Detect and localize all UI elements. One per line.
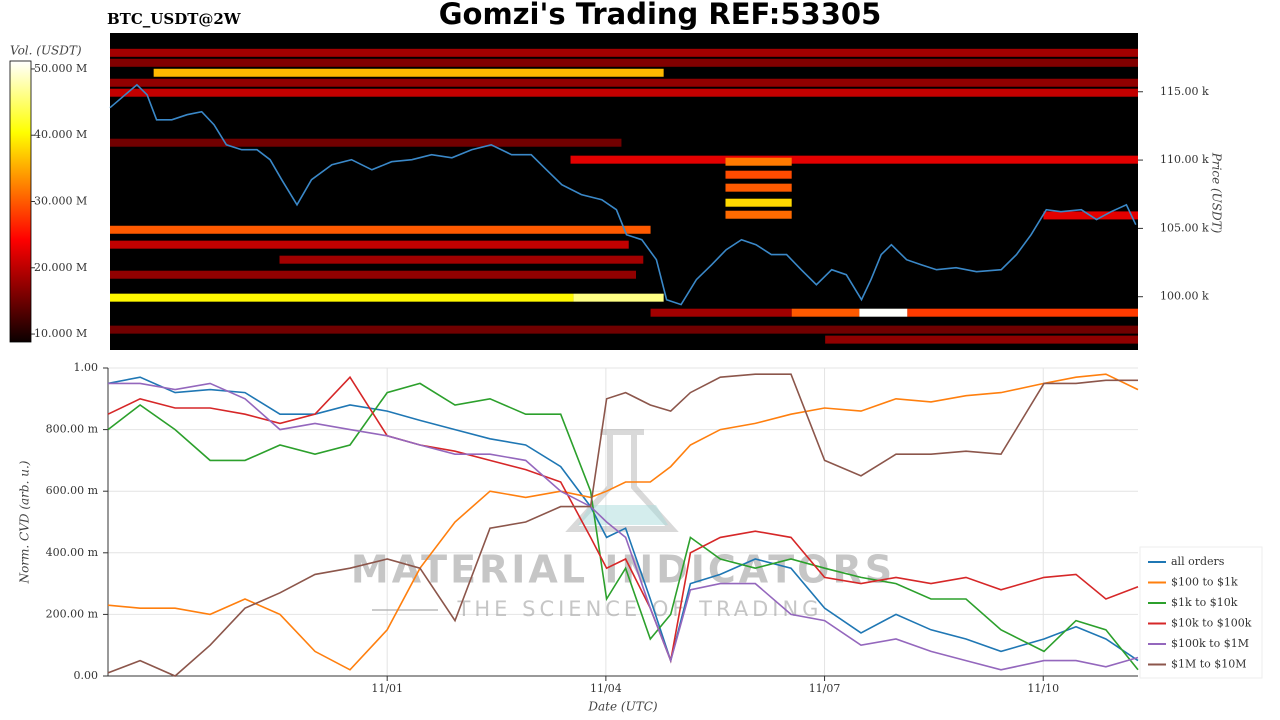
heatmap-cell [110,138,622,147]
series-line [108,382,1139,671]
watermark: MATERIAL INDICATORS THE SCIENCE OF TRADI… [351,429,895,621]
y-axis-label: Norm. CVD (arb. u.) [18,460,32,584]
heatmap-cell [110,78,1138,87]
series-line [107,373,1139,671]
x-tick-label: 11/01 [371,682,403,695]
heatmap-cell [859,308,908,317]
legend-label: $100 to $1k [1171,576,1238,589]
price-line [109,83,1137,306]
heatmap-cell [907,308,1138,317]
legend-box [1139,546,1263,679]
heatmap-cell [110,240,629,249]
colorbar-label: Vol. (USDT) [10,44,82,58]
y-tick-label: 0.00 [74,669,99,682]
heatmap-cell [110,325,1138,334]
y-tick-label: 100.00 k [1160,290,1209,303]
legend-label: $10k to $100k [1171,617,1252,630]
heatmap-cell [573,293,664,302]
watermark-icon [565,429,679,532]
heatmap-cell [791,308,860,317]
y-axis-label: Price (USDT) [1210,152,1224,234]
heatmap-cell [725,198,792,207]
x-tick-label: 11/04 [590,682,622,695]
heatmap-cell [725,183,792,192]
x-axis-label: Date (UTC) [587,700,657,714]
heatmap-cell [110,293,574,302]
colorbar-tick-label: 30.000 M [34,195,87,208]
heatmap-cell [570,155,1138,164]
y-tick-label: 110.00 k [1160,153,1209,166]
y-tick-label: 600.00 m [46,484,99,497]
y-tick-label: 115.00 k [1160,85,1209,98]
heatmap-cell [153,68,664,77]
y-tick-label: 400.00 m [46,546,99,559]
legend-label: $1M to $10M [1171,658,1247,671]
x-tick-label: 11/07 [809,682,841,695]
series-line [107,382,1139,671]
series-line [107,376,1139,664]
page-title: Gomzi's Trading REF:53305 [439,0,882,31]
colorbar [9,60,32,343]
heatmap-cell [650,308,792,317]
heatmap-cell [110,58,1138,67]
x-tick-label: 11/10 [1027,682,1059,695]
series-line [107,373,1138,677]
watermark-icon-liquid [578,505,668,525]
heatmap-cell [110,225,651,234]
colorbar-tick-label: 20.000 M [34,261,87,274]
heatmap-cell [825,335,1138,344]
heatmap-cell [725,210,792,219]
colorbar-tick-label: 10.000 M [34,327,87,340]
series-line [107,375,1139,664]
legend-label: $100k to $1M [1171,637,1249,650]
heatmap-cell [279,255,644,264]
y-tick-label: 105.00 k [1160,221,1209,234]
legend-label: all orders [1171,555,1225,568]
y-tick-label: 800.00 m [46,423,99,436]
legend-label: $1k to $10k [1171,596,1238,609]
watermark-title: MATERIAL INDICATORS [351,548,895,592]
colorbar-tick-label: 50.000 M [34,62,87,75]
chart-subtitle: BTC_USDT@2W [107,10,242,28]
heatmap-cell [110,88,1138,97]
y-tick-label: 200.00 m [46,607,99,620]
y-tick-label: 1.00 [74,361,99,374]
heatmap-cell [110,270,637,279]
colorbar-tick-label: 40.000 M [34,128,87,141]
heatmap-cell [725,170,792,179]
heatmap-cell [110,48,1138,57]
heatmap-cell [725,157,792,166]
